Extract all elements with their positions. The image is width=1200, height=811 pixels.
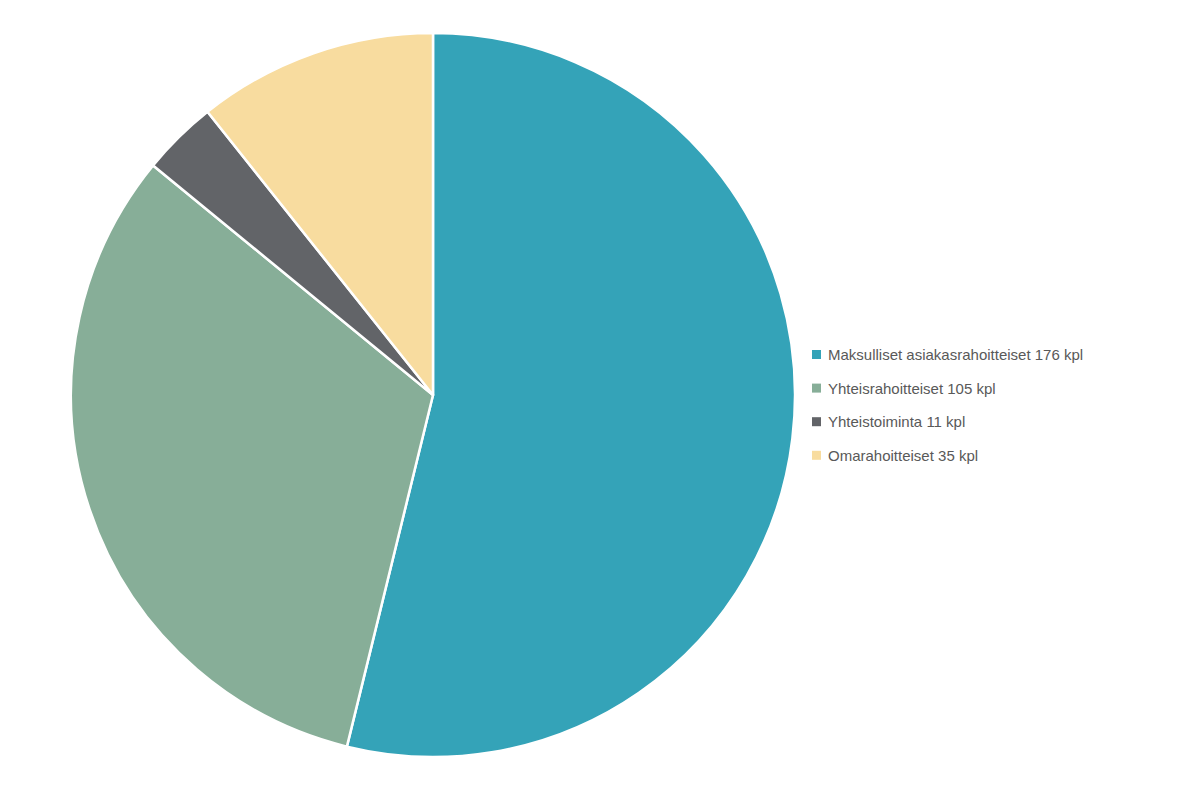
pie-slice [207,33,433,395]
legend-swatch [812,451,821,460]
legend-swatch [812,384,821,393]
legend-label: Omarahoitteiset 35 kpl [828,447,978,464]
legend-label: Yhteisrahoitteiset 105 kpl [828,380,996,397]
legend-swatch [812,417,821,426]
legend-label: Maksulliset asiakasrahoitteiset 176 kpl [828,346,1083,363]
chart: Maksulliset asiakasrahoitteiset 176 kpl Y… [0,0,1200,811]
legend-swatch [812,350,821,359]
legend-label: Yhteistoiminta 11 kpl [828,413,965,430]
